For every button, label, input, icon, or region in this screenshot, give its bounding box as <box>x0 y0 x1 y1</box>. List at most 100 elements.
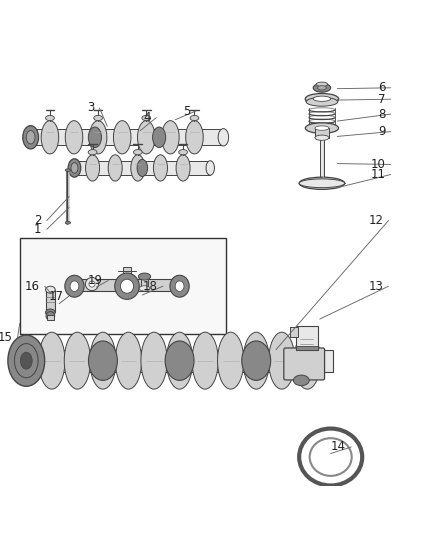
Ellipse shape <box>89 120 107 154</box>
Ellipse shape <box>90 332 116 389</box>
Ellipse shape <box>113 120 131 154</box>
Ellipse shape <box>85 155 99 181</box>
Text: 17: 17 <box>49 290 64 303</box>
Ellipse shape <box>294 332 321 389</box>
Ellipse shape <box>65 120 83 154</box>
Ellipse shape <box>65 275 84 297</box>
Bar <box>20 238 226 334</box>
Ellipse shape <box>310 438 352 476</box>
Ellipse shape <box>179 150 187 155</box>
Bar <box>290 327 298 336</box>
Ellipse shape <box>138 273 151 280</box>
Bar <box>74 161 210 174</box>
Text: 4: 4 <box>144 111 151 124</box>
Bar <box>296 346 318 350</box>
Ellipse shape <box>46 115 54 120</box>
Ellipse shape <box>70 281 79 292</box>
Bar <box>315 128 329 138</box>
Bar <box>46 290 55 312</box>
Ellipse shape <box>318 86 326 90</box>
Ellipse shape <box>192 332 218 389</box>
Text: 13: 13 <box>368 280 383 293</box>
Ellipse shape <box>165 341 194 381</box>
Ellipse shape <box>14 344 38 378</box>
Text: 14: 14 <box>331 440 346 454</box>
Ellipse shape <box>134 150 142 155</box>
Ellipse shape <box>8 335 45 386</box>
Bar <box>74 279 180 292</box>
Bar <box>123 268 131 278</box>
Ellipse shape <box>137 159 148 176</box>
Ellipse shape <box>152 127 166 148</box>
Bar <box>26 350 333 372</box>
Text: 6: 6 <box>378 82 385 94</box>
Ellipse shape <box>218 332 244 389</box>
Ellipse shape <box>206 161 215 175</box>
Ellipse shape <box>268 332 295 389</box>
Ellipse shape <box>65 221 71 224</box>
Ellipse shape <box>316 82 328 86</box>
Ellipse shape <box>39 332 65 389</box>
Ellipse shape <box>166 332 193 389</box>
Ellipse shape <box>68 159 81 177</box>
Ellipse shape <box>115 332 141 389</box>
Ellipse shape <box>315 135 329 140</box>
Ellipse shape <box>299 429 362 486</box>
Ellipse shape <box>88 127 102 148</box>
Ellipse shape <box>94 115 102 120</box>
Text: 5: 5 <box>183 104 191 117</box>
Bar <box>320 138 324 183</box>
Bar <box>46 315 54 320</box>
Text: 16: 16 <box>25 280 39 293</box>
Bar <box>296 326 318 350</box>
Text: 9: 9 <box>378 125 385 138</box>
Ellipse shape <box>141 332 167 389</box>
Ellipse shape <box>153 155 167 181</box>
FancyBboxPatch shape <box>284 348 325 380</box>
Ellipse shape <box>20 352 32 369</box>
Ellipse shape <box>313 96 331 101</box>
Ellipse shape <box>131 155 145 181</box>
Ellipse shape <box>139 286 150 291</box>
Ellipse shape <box>46 286 55 293</box>
Bar <box>141 278 148 288</box>
Ellipse shape <box>108 155 122 181</box>
Ellipse shape <box>293 375 309 386</box>
Ellipse shape <box>41 120 59 154</box>
Ellipse shape <box>313 84 331 92</box>
Ellipse shape <box>88 150 97 155</box>
Ellipse shape <box>120 279 134 293</box>
Ellipse shape <box>89 281 95 287</box>
Ellipse shape <box>64 332 91 389</box>
Ellipse shape <box>46 312 55 320</box>
Text: 10: 10 <box>371 158 385 171</box>
Ellipse shape <box>71 163 78 173</box>
Text: 15: 15 <box>0 332 12 344</box>
Text: 12: 12 <box>368 214 383 227</box>
Ellipse shape <box>142 115 151 120</box>
Ellipse shape <box>65 169 71 172</box>
Text: 18: 18 <box>143 280 158 293</box>
Ellipse shape <box>175 281 184 292</box>
Ellipse shape <box>242 341 271 381</box>
Text: 3: 3 <box>87 101 94 115</box>
Ellipse shape <box>186 120 203 154</box>
Ellipse shape <box>243 332 269 389</box>
Ellipse shape <box>88 341 117 381</box>
Text: 1: 1 <box>34 223 42 236</box>
Ellipse shape <box>115 273 139 300</box>
Text: 7: 7 <box>378 93 385 106</box>
Ellipse shape <box>299 177 345 189</box>
Ellipse shape <box>305 123 339 133</box>
Text: 2: 2 <box>34 214 42 227</box>
Ellipse shape <box>306 98 338 106</box>
Ellipse shape <box>162 120 179 154</box>
Text: 19: 19 <box>88 274 103 287</box>
Ellipse shape <box>23 126 39 149</box>
Bar <box>31 130 223 145</box>
Ellipse shape <box>190 115 199 120</box>
Ellipse shape <box>218 128 229 146</box>
Ellipse shape <box>85 278 99 290</box>
Text: 11: 11 <box>371 168 385 181</box>
Ellipse shape <box>26 131 35 144</box>
